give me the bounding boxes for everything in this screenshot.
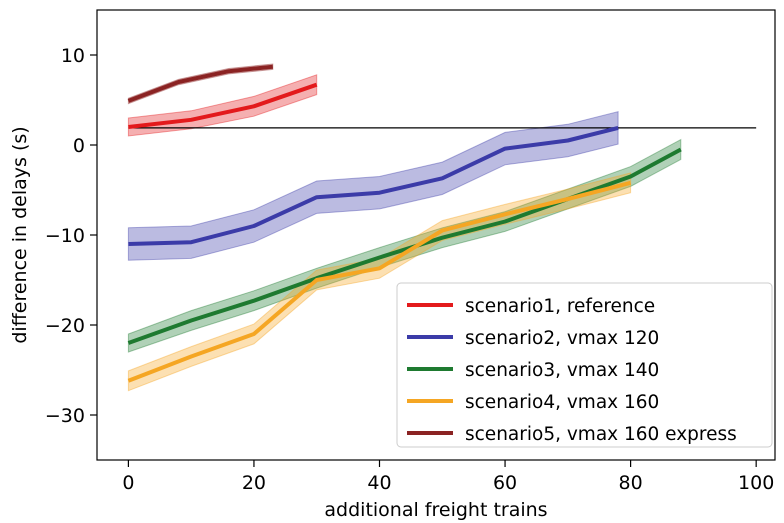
x-axis-title: additional freight trains: [324, 499, 547, 521]
y-tick-label: 0: [73, 135, 85, 157]
x-axis-ticks: 0 20 40 60 80 100: [122, 460, 774, 494]
legend-label-4: scenario4, vmax 160: [465, 392, 659, 413]
y-axis-ticks: 10 0 −10 −20 −30: [45, 45, 97, 427]
legend-label-5: scenario5, vmax 160 express: [465, 424, 737, 445]
band-series-4: [127, 172, 632, 392]
y-tick-label: 10: [61, 45, 85, 67]
line-series-5: [127, 64, 274, 103]
x-tick-label: 20: [242, 472, 266, 494]
legend-label-3: scenario3, vmax 140: [465, 360, 659, 381]
band-series-2: [127, 111, 619, 261]
y-tick-label: −10: [45, 225, 85, 247]
legend-box: [396, 282, 773, 448]
legend-label-2: scenario2, vmax 120: [465, 328, 659, 349]
band-series-1: [127, 74, 318, 137]
band-series-3: [127, 138, 682, 353]
legend: scenario1, reference scenario2, vmax 120 s…: [396, 282, 773, 448]
y-axis-title: difference in delays (s): [9, 126, 31, 343]
legend-label-1: scenario1, reference: [465, 296, 655, 317]
line-series-2: [128, 125, 619, 246]
y-tick-label: −30: [45, 405, 85, 427]
x-tick-label: 80: [619, 472, 643, 494]
line-series-1: [128, 82, 318, 129]
series-lines: [127, 64, 682, 383]
x-tick-label: 0: [122, 472, 134, 494]
x-tick-label: 100: [738, 472, 774, 494]
x-tick-label: 40: [367, 472, 391, 494]
y-tick-label: −20: [45, 315, 85, 337]
line-series-4: [127, 180, 632, 383]
x-tick-label: 60: [493, 472, 517, 494]
